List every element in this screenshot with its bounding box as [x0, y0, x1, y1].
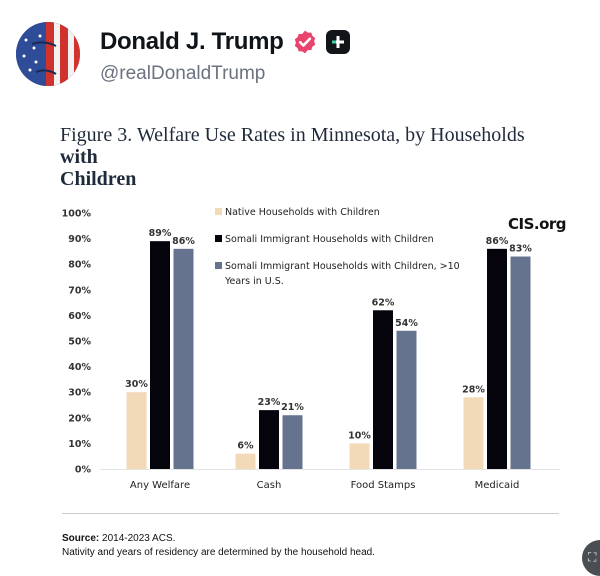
- bar: [349, 443, 370, 469]
- legend: Native Households with Children Somali Im…: [215, 207, 460, 287]
- data-labels: 30%89%86%6%23% 21%10%62%54%28%86%83%: [125, 228, 532, 451]
- category-label: Medicaid: [475, 480, 520, 491]
- source-label: Source:: [62, 533, 100, 544]
- chart-title: Figure 3. Welfare Use Rates in Minnesota…: [60, 124, 560, 190]
- data-label: 62%: [372, 297, 395, 308]
- y-tick-label: 50%: [68, 337, 91, 348]
- data-label: 28%: [462, 384, 485, 395]
- bar: [173, 248, 194, 469]
- y-tick-label: 10%: [68, 439, 91, 450]
- legend-swatch: [215, 208, 222, 215]
- chart-title-regular: Figure 3. Welfare Use Rates in Minnesota…: [60, 124, 525, 146]
- data-label: 86%: [486, 236, 509, 247]
- data-label: 54%: [395, 318, 418, 329]
- y-tick-label: 90%: [68, 234, 91, 245]
- bar: [259, 410, 279, 469]
- bar: [463, 397, 484, 469]
- y-tick-label: 80%: [68, 260, 91, 271]
- data-label: 10%: [348, 430, 371, 441]
- legend-label: Somali Immigrant Households with Childre…: [225, 261, 460, 272]
- source-text: 2014-2023 ACS.: [99, 533, 176, 544]
- note-text: Nativity and years of residency are dete…: [62, 547, 375, 558]
- chat-icon: ⛶: [588, 550, 597, 564]
- legend-swatch: [215, 262, 222, 269]
- y-tick-label: 30%: [68, 388, 91, 399]
- y-tick-label: 0%: [75, 465, 92, 476]
- avatar[interactable]: [16, 22, 80, 86]
- bar-chart: 0% 10% 20% 30% 40% 50% 60% 70% 80% 90% 100% 30% 89%…: [62, 207, 567, 491]
- y-tick-label: 20%: [68, 413, 91, 424]
- y-axis-ticks: 0% 10% 20% 30% 40% 50% 60% 70% 80% 90% 100%: [62, 209, 92, 476]
- y-tick-label: 40%: [68, 362, 91, 373]
- data-label: 6%: [237, 441, 254, 452]
- y-tick-label: 100%: [62, 209, 92, 220]
- data-label: 89%: [149, 228, 172, 239]
- watermark-cis-org: CIS.org: [508, 215, 566, 233]
- data-label: 23%: [258, 397, 281, 408]
- source-line: Source: 2014-2023 ACS.: [62, 533, 175, 544]
- plus-badge-icon: [325, 30, 350, 54]
- chat-fab-button[interactable]: ⛶: [582, 540, 600, 576]
- legend-label: Native Households with Children: [225, 207, 380, 218]
- bar: [396, 330, 417, 469]
- bar: [487, 248, 507, 469]
- legend-label: Somali Immigrant Households with Childre…: [225, 234, 434, 245]
- author-name[interactable]: Donald J. Trump: [100, 28, 284, 55]
- bars: [126, 241, 531, 469]
- post-header: Donald J. Trump @realDonaldTrump: [16, 20, 576, 90]
- category-label: Cash: [257, 480, 282, 491]
- category-label: Food Stamps: [351, 480, 416, 491]
- bar: [282, 415, 303, 469]
- data-label: 21%: [281, 402, 304, 413]
- bar: [126, 392, 147, 469]
- bar: [510, 256, 531, 469]
- chart-title-bold-2: Children: [60, 168, 137, 190]
- author-handle[interactable]: @realDonaldTrump: [100, 63, 266, 84]
- bar: [150, 241, 170, 469]
- divider: [62, 513, 559, 514]
- verified-badge-icon: [294, 30, 315, 54]
- bar: [235, 453, 256, 469]
- category-labels: Any Welfare Cash Food Stamps Medicaid: [130, 480, 519, 491]
- data-label: 83%: [509, 244, 532, 255]
- data-label: 86%: [172, 236, 195, 247]
- legend-label: Years in U.S.: [224, 276, 284, 287]
- y-tick-label: 60%: [68, 311, 91, 322]
- legend-swatch: [215, 235, 222, 242]
- y-tick-label: 70%: [68, 285, 91, 296]
- data-label: 30%: [125, 379, 148, 390]
- bar: [373, 310, 393, 469]
- avatar-flag-face-icon: [16, 22, 80, 86]
- chart-title-bold-1: with: [60, 146, 98, 168]
- category-label: Any Welfare: [130, 480, 190, 491]
